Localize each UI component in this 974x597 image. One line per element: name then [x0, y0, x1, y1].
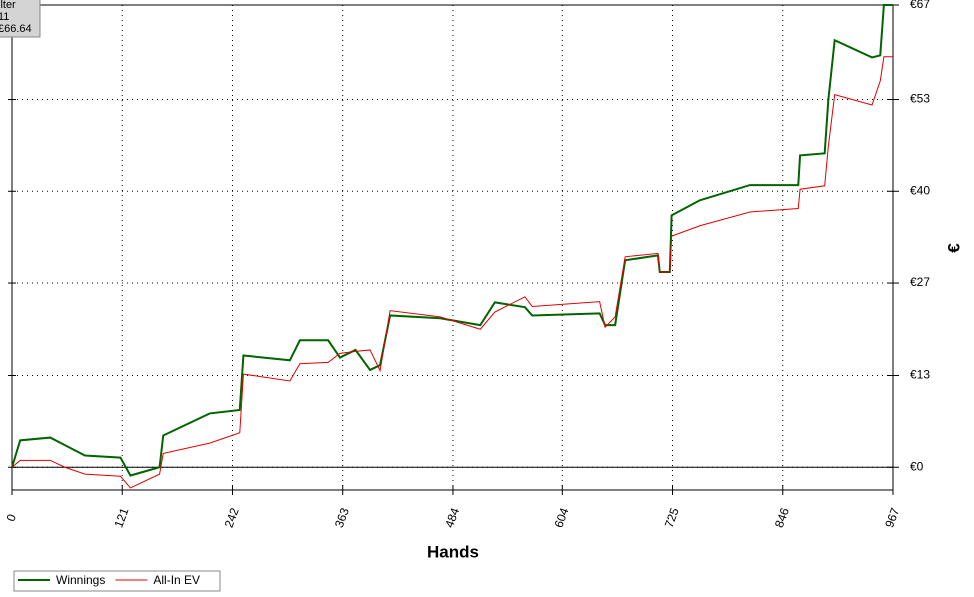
y-tick-label: €53 — [910, 92, 930, 106]
legend-label: All-In EV — [153, 573, 200, 587]
x-tick-label: 846 — [772, 506, 792, 530]
plot-area — [11, 4, 894, 491]
series-line — [11, 4, 893, 477]
tooltip-text: ilter — [0, 0, 16, 11]
x-tick-label: 967 — [882, 506, 902, 530]
x-tick-label: 0 — [4, 512, 20, 523]
y-tick-label: €27 — [910, 275, 930, 289]
tooltip-text: 11 — [0, 11, 9, 23]
x-tick-label: 484 — [442, 506, 462, 530]
series-line — [11, 56, 893, 489]
y-tick-label: €13 — [910, 368, 930, 382]
x-tick-label: 363 — [332, 506, 352, 530]
x-tick-label: 725 — [662, 506, 682, 530]
y-tick-label: €0 — [910, 459, 924, 473]
x-tick-label: 242 — [222, 506, 242, 530]
x-tick-label: 604 — [552, 506, 572, 530]
y-tick-label: €67 — [910, 0, 930, 11]
legend-box — [13, 570, 221, 592]
x-axis-label: Hands — [427, 542, 479, 561]
y-tick-label: €40 — [910, 183, 930, 197]
x-tick-label: 121 — [111, 506, 131, 530]
y-axis-label: € — [944, 243, 963, 253]
tooltip-box — [0, 0, 41, 38]
legend-label: Winnings — [56, 573, 105, 587]
tooltip-text: £66.64 — [0, 23, 32, 35]
